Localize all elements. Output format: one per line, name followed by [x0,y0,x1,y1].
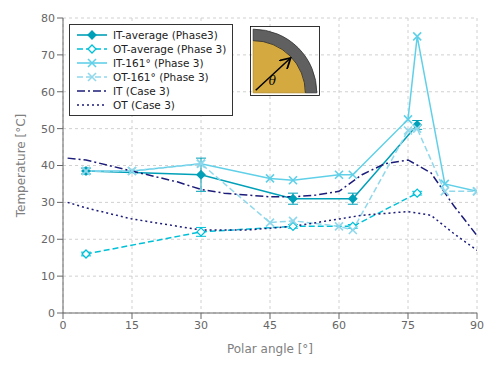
html-text:OT (Case 3): OT (Case 3) [113,99,175,111]
svg-text:70: 70 [41,49,55,62]
svg-text:0: 0 [48,307,55,320]
html-text:IT-161° (Phase 3): IT-161° (Phase 3) [113,57,204,69]
svg-text:Temperature [°C]: Temperature [°C] [14,114,28,219]
svg-text:20: 20 [41,233,55,246]
svg-text:80: 80 [41,12,55,25]
svg-text:50: 50 [41,123,55,136]
svg-text:30: 30 [194,319,208,332]
html-text:OT-average (Phase 3): OT-average (Phase 3) [113,43,227,55]
html-text:IT (Case 3): IT (Case 3) [113,85,170,97]
svg-text:60: 60 [332,319,346,332]
svg-text:θ: θ [269,74,277,88]
svg-text:0: 0 [60,319,67,332]
svg-text:60: 60 [41,86,55,99]
html-text:OT-161° (Phase 3): OT-161° (Phase 3) [113,71,209,83]
svg-text:40: 40 [41,159,55,172]
svg-text:10: 10 [41,270,55,283]
html-text:IT-average (Phase3): IT-average (Phase3) [113,29,218,41]
svg-text:Polar angle [°]: Polar angle [°] [227,342,313,356]
svg-text:30: 30 [41,196,55,209]
svg-text:90: 90 [470,319,484,332]
svg-text:45: 45 [263,319,277,332]
svg-text:75: 75 [401,319,415,332]
svg-text:15: 15 [125,319,139,332]
